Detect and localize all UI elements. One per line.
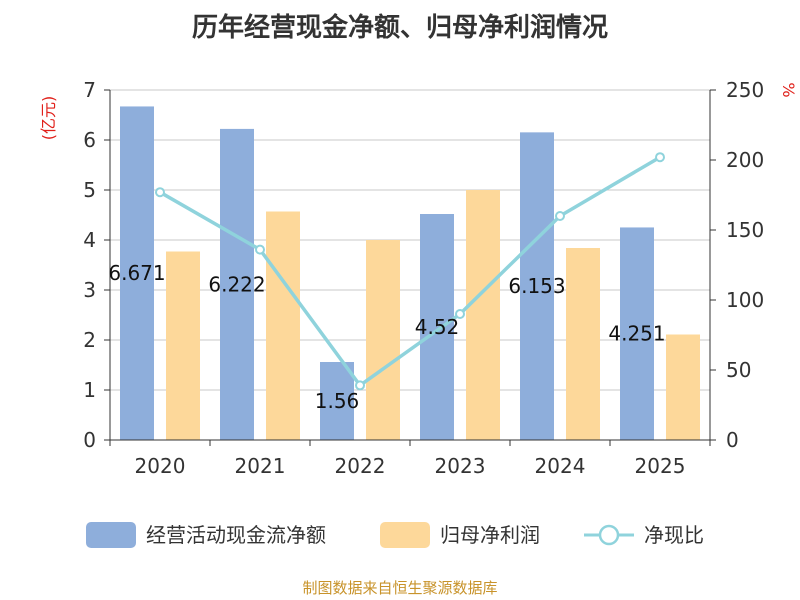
ratio-point [655,152,665,163]
chart-title: 历年经营现金净额、归母净利润情况 [192,12,608,43]
right-tick-label: 200 [726,148,764,172]
ratio-point [455,309,465,319]
right-axis: 0 50 100 150 200 250 [709,78,764,452]
left-tick-label: 6 [83,128,96,152]
x-tick-label: 2024 [535,454,586,478]
ratio-point [255,244,265,255]
x-tick-label: 2022 [335,454,386,478]
right-tick-label: 100 [726,288,764,312]
data-label: 1.56 [315,389,360,413]
gridlines [110,89,710,391]
legend-cashflow-label: 经营活动现金流净额 [146,523,326,547]
left-tick-label: 2 [83,328,96,352]
data-label: 6.671 [108,261,165,285]
right-axis-unit: % [779,82,798,97]
ratio-line-path [159,155,661,388]
left-tick-label: 7 [83,78,96,102]
bar-netprofit [666,334,700,440]
bar-cashflow [420,214,454,440]
data-label: 6.153 [508,274,565,298]
bar-netprofit [566,248,600,440]
legend-ratio-label: 净现比 [644,523,704,547]
bars [120,106,700,440]
x-axis: 2020 2021 2022 2023 2024 2025 [109,439,711,478]
bar-netprofit [366,240,400,440]
legend-netprofit-swatch [380,522,430,548]
right-tick-label: 250 [726,78,764,102]
source-note: 制图数据来自恒生聚源数据库 [302,579,497,597]
ratio-point [555,211,565,221]
bar-netprofit [466,190,500,440]
left-tick-label: 5 [83,178,96,202]
left-tick-label: 1 [83,378,96,402]
bar-cashflow [620,227,654,440]
x-tick-label: 2025 [635,454,686,478]
bar-cashflow [120,106,154,440]
legend-netprofit-label: 归母净利润 [440,523,540,547]
legend: 经营活动现金流净额 归母净利润 净现比 [86,522,704,548]
bar-cashflow [220,128,254,440]
left-tick-label: 3 [83,278,96,302]
right-tick-label: 150 [726,218,764,242]
bar-cashflow [320,362,354,440]
bar-netprofit [266,211,300,440]
left-tick-label: 4 [83,228,96,252]
legend-cashflow-swatch [86,522,136,548]
legend-ratio-marker [598,524,620,546]
x-tick-label: 2021 [235,454,286,478]
bar-netprofit [166,251,200,440]
left-axis: 0 1 2 3 4 5 6 7 [83,78,111,452]
data-label: 4.251 [608,322,665,346]
data-label: 6.222 [208,272,265,296]
right-tick-label: 50 [726,358,751,382]
ratio-point [355,380,365,391]
right-tick-label: 0 [726,428,739,452]
data-label: 4.52 [415,315,460,339]
ratio-point [155,187,165,198]
left-axis-unit: (亿元) [39,96,58,141]
x-tick-label: 2023 [435,454,486,478]
left-tick-label: 0 [83,428,96,452]
data-labels: 6.671 6.222 1.56 4.52 6.153 4.251 [108,261,665,413]
bar-cashflow [520,132,554,440]
x-tick-label: 2020 [135,454,186,478]
ratio-line [155,152,665,391]
